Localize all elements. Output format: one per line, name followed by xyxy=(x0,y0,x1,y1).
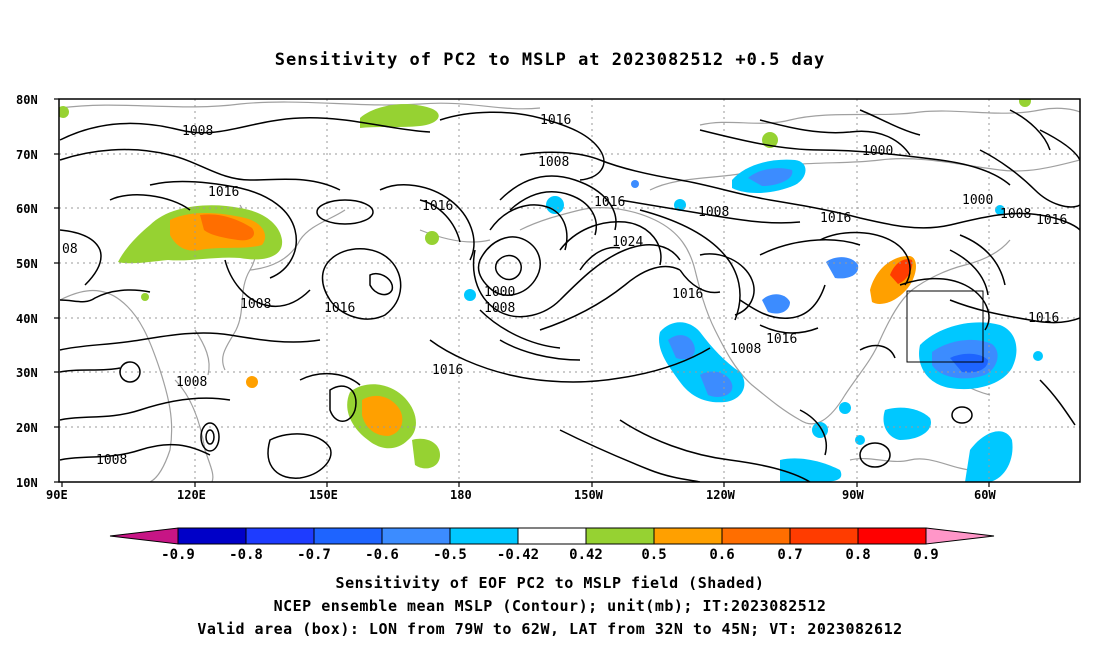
contour-label: 1016 xyxy=(820,211,851,226)
shade-canada-blue xyxy=(748,168,793,186)
contour-label: 1008 xyxy=(96,453,127,468)
colorbar-label: 0.42 xyxy=(569,547,603,563)
contour-label: 1016 xyxy=(766,332,797,347)
lat-label: 70N xyxy=(16,148,38,162)
colorbar-box xyxy=(857,527,927,545)
colorbar-label: -0.8 xyxy=(229,547,263,563)
contour-label: 1008 xyxy=(698,205,729,220)
caption-line-2: NCEP ensemble mean MSLP (Contour); unit(… xyxy=(273,597,827,615)
shade-eastpac-cyan xyxy=(780,458,842,482)
contour-label: 1008 xyxy=(176,375,207,390)
lon-label: 60W xyxy=(974,488,996,502)
positive-sensitivity-areas xyxy=(59,99,1031,469)
contour-label: 1016 xyxy=(1036,213,1067,228)
contour-label: 1016 xyxy=(324,301,355,316)
colorbar-box xyxy=(381,527,451,545)
colorbar-label: 0.9 xyxy=(913,547,938,563)
lon-label: 150W xyxy=(574,488,604,502)
contour-label: 1000 xyxy=(862,144,893,159)
colorbar-box xyxy=(721,527,791,545)
map-frame xyxy=(58,98,1081,483)
colorbar-right-arrow xyxy=(925,527,995,545)
lat-label: 60N xyxy=(16,202,38,216)
lon-label: 180 xyxy=(450,488,472,502)
contour-label: 1024 xyxy=(612,235,643,250)
caption-line-1: Sensitivity of EOF PC2 to MSLP field (Sh… xyxy=(335,574,765,592)
shade-atlantic-darkblue xyxy=(950,353,988,373)
colorbar-box xyxy=(585,527,655,545)
contour-label: 1008 xyxy=(484,301,515,316)
mslp-contours xyxy=(59,109,1080,482)
contour-label: 1016 xyxy=(208,185,239,200)
colorbar-label: -0.9 xyxy=(161,547,195,563)
coastlines xyxy=(59,101,1080,482)
colorbar-box xyxy=(245,527,315,545)
lon-label: 150E xyxy=(309,488,338,502)
lat-label: 20N xyxy=(16,421,38,435)
contour-label: 1016 xyxy=(594,195,625,210)
colorbar-label: -0.5 xyxy=(433,547,467,563)
colorbar-left-arrow xyxy=(109,527,179,545)
lat-label: 50N xyxy=(16,257,38,271)
colorbar-box xyxy=(313,527,383,545)
contour-label: 1000 xyxy=(962,193,993,208)
shade-sa-cyan xyxy=(965,431,1013,482)
contour-label: 1016 xyxy=(672,287,703,302)
map-title: Sensitivity of PC2 to MSLP at 2023082512… xyxy=(274,50,826,70)
shade-pacific-orange xyxy=(362,395,403,436)
shade-baja-blue xyxy=(700,371,733,397)
colorbar-box xyxy=(653,527,723,545)
shade-caribbean-cyan xyxy=(883,407,931,440)
colorbar-label: -0.7 xyxy=(297,547,331,563)
contour-label: 1000 xyxy=(484,285,515,300)
lon-label: 90E xyxy=(46,488,68,502)
contour-labels: 1008 1016 1008 1016 1008 1016 1016 1008 … xyxy=(62,113,1067,468)
latitude-labels: 80N 70N 60N 50N 40N 30N 20N 10N xyxy=(16,93,38,490)
contour-label: 08 xyxy=(62,242,78,257)
lat-label: 40N xyxy=(16,312,38,326)
colorbar: -0.9 -0.8 -0.7 -0.6 -0.5 -0.42 0.42 0.5 0.6 0.7 0.… xyxy=(109,527,995,563)
colorbar-box xyxy=(517,527,587,545)
lon-label: 120W xyxy=(706,488,736,502)
shade-asia-darkorange xyxy=(200,214,255,241)
contour-label: 1008 xyxy=(538,155,569,170)
colorbar-label: 0.8 xyxy=(845,547,870,563)
contour-label: 1008 xyxy=(240,297,271,312)
shade-gulf-red xyxy=(890,259,913,284)
lat-label: 30N xyxy=(16,366,38,380)
lat-label: 10N xyxy=(16,476,38,490)
shade-conus-blue-2 xyxy=(762,294,790,314)
lon-label: 90W xyxy=(842,488,864,502)
contour-label: 1008 xyxy=(182,124,213,139)
contour-label: 1008 xyxy=(1000,207,1031,222)
shade-arctic-green xyxy=(360,104,439,128)
caption-line-3: Valid area (box): LON from 79W to 62W, L… xyxy=(197,620,903,638)
axis-ticks xyxy=(54,98,990,487)
colorbar-box xyxy=(177,527,247,545)
negative-sensitivity-areas xyxy=(464,159,1043,482)
colorbar-label: -0.6 xyxy=(365,547,399,563)
colorbar-label: 0.7 xyxy=(777,547,802,563)
shade-pacific-east-blue xyxy=(668,335,695,360)
colorbar-box xyxy=(449,527,519,545)
contour-label: 1016 xyxy=(1028,311,1059,326)
colorbar-box xyxy=(789,527,859,545)
longitude-labels: 90E 120E 150E 180 150W 120W 90W 60W xyxy=(46,488,996,502)
shade-conus-blue xyxy=(826,257,859,279)
contour-label: 1016 xyxy=(432,363,463,378)
valid-area-box xyxy=(906,290,984,363)
contour-label: 1008 xyxy=(730,342,761,357)
colorbar-label: 0.6 xyxy=(709,547,734,563)
lat-label: 80N xyxy=(16,93,38,107)
colorbar-label: 0.5 xyxy=(641,547,666,563)
lon-label: 120E xyxy=(177,488,206,502)
contour-label: 1016 xyxy=(422,199,453,214)
contour-label: 1016 xyxy=(540,113,571,128)
shade-pacific-green-2 xyxy=(412,438,440,469)
colorbar-label: -0.42 xyxy=(497,547,539,563)
